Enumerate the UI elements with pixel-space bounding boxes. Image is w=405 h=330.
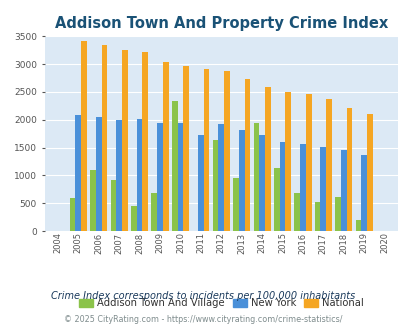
- Bar: [183, 66, 189, 231]
- Bar: [238, 130, 244, 231]
- Bar: [320, 147, 325, 231]
- Bar: [264, 87, 270, 231]
- Bar: [335, 197, 340, 231]
- Bar: [285, 92, 290, 231]
- Bar: [131, 206, 136, 231]
- Bar: [116, 120, 122, 231]
- Bar: [218, 124, 224, 231]
- Bar: [136, 118, 142, 231]
- Bar: [314, 202, 320, 231]
- Title: Addison Town And Property Crime Index: Addison Town And Property Crime Index: [55, 16, 387, 31]
- Bar: [299, 144, 305, 231]
- Bar: [198, 135, 203, 231]
- Bar: [273, 168, 279, 231]
- Bar: [101, 45, 107, 231]
- Bar: [224, 71, 229, 231]
- Bar: [305, 94, 311, 231]
- Bar: [177, 122, 183, 231]
- Bar: [157, 123, 162, 231]
- Bar: [360, 155, 366, 231]
- Bar: [244, 79, 249, 231]
- Text: © 2025 CityRating.com - https://www.cityrating.com/crime-statistics/: © 2025 CityRating.com - https://www.city…: [64, 315, 341, 324]
- Bar: [96, 117, 101, 231]
- Bar: [70, 198, 75, 231]
- Bar: [355, 220, 360, 231]
- Bar: [90, 170, 96, 231]
- Bar: [142, 52, 148, 231]
- Bar: [212, 140, 218, 231]
- Bar: [75, 115, 81, 231]
- Bar: [171, 101, 177, 231]
- Bar: [279, 142, 285, 231]
- Bar: [325, 99, 331, 231]
- Text: Crime Index corresponds to incidents per 100,000 inhabitants: Crime Index corresponds to incidents per…: [51, 291, 354, 301]
- Bar: [151, 193, 157, 231]
- Bar: [110, 181, 116, 231]
- Bar: [253, 123, 259, 231]
- Bar: [340, 150, 346, 231]
- Bar: [122, 50, 128, 231]
- Legend: Addison Town And Village, New York, National: Addison Town And Village, New York, Nati…: [75, 294, 367, 313]
- Bar: [294, 193, 299, 231]
- Bar: [203, 69, 209, 231]
- Bar: [81, 41, 87, 231]
- Bar: [366, 114, 372, 231]
- Bar: [346, 108, 352, 231]
- Bar: [259, 135, 264, 231]
- Bar: [232, 178, 238, 231]
- Bar: [162, 62, 168, 231]
